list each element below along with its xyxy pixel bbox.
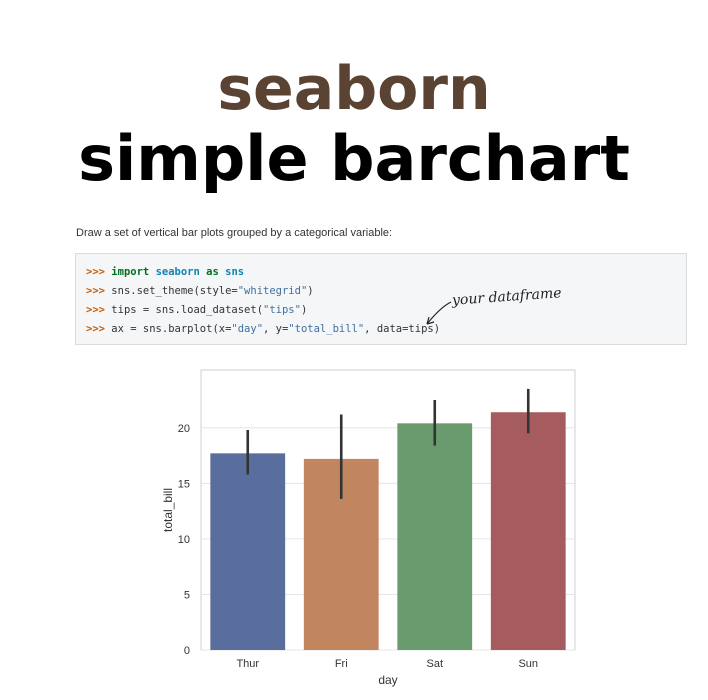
doc-description: Draw a set of vertical bar plots grouped…	[76, 227, 393, 239]
code-text: , y=	[263, 323, 289, 335]
y-axis-label: total_bill	[161, 488, 175, 532]
y-tick-label: 5	[184, 589, 190, 601]
annotation-arrow	[426, 301, 452, 325]
x-tick-label: Fri	[335, 658, 348, 670]
code-string: "day"	[231, 323, 264, 335]
y-tick-labels: 0 5 10 15 20	[178, 423, 190, 657]
code-string: "whitegrid"	[237, 285, 308, 297]
code-text: )	[307, 285, 314, 297]
code-prompt: >>>	[86, 304, 105, 316]
x-tick-label: Thur	[236, 658, 259, 670]
y-tick-label: 0	[184, 645, 190, 657]
error-bars-group	[246, 388, 530, 499]
x-axis-label: day	[378, 673, 397, 687]
bars-group	[210, 412, 566, 650]
code-alias: sns	[225, 266, 245, 278]
code-keyword-import: import	[111, 266, 150, 278]
title-line-2: simple barchart	[78, 122, 630, 195]
x-tick-label: Sun	[518, 658, 538, 670]
title-line-1: seaborn	[217, 54, 491, 124]
x-tick-labels: Thur Fri Sat Sun	[236, 658, 538, 670]
y-tick-label: 10	[178, 534, 190, 546]
bar-thur	[210, 453, 286, 650]
code-text: )	[300, 304, 308, 316]
code-keyword-as: as	[206, 266, 219, 278]
code-string: "tips"	[263, 304, 301, 316]
code-block: >>> import seaborn as sns >>> sns.set_th…	[75, 253, 687, 345]
y-tick-label: 15	[178, 478, 190, 490]
bar-sat	[397, 423, 473, 650]
code-text: ax = sns.barplot(x=	[111, 323, 232, 335]
code-prompt: >>>	[86, 266, 105, 278]
code-text: , data=tips)	[364, 323, 441, 335]
y-tick-label: 20	[178, 423, 190, 435]
code-line-3: >>> tips = sns.load_dataset("tips")	[86, 304, 307, 316]
code-prompt: >>>	[86, 323, 105, 335]
code-text: sns.set_theme(style=	[111, 285, 238, 297]
bar-sun	[490, 412, 566, 650]
code-prompt: >>>	[86, 285, 105, 297]
code-line-1: >>> import seaborn as sns	[86, 266, 244, 278]
code-string: "total_bill"	[288, 323, 365, 335]
x-tick-label: Sat	[426, 658, 443, 670]
code-text: tips = sns.load_dataset(	[111, 304, 264, 316]
code-line-4: >>> ax = sns.barplot(x="day", y="total_b…	[86, 323, 440, 335]
code-module-name: seaborn	[155, 266, 200, 278]
code-line-2: >>> sns.set_theme(style="whitegrid")	[86, 285, 314, 297]
